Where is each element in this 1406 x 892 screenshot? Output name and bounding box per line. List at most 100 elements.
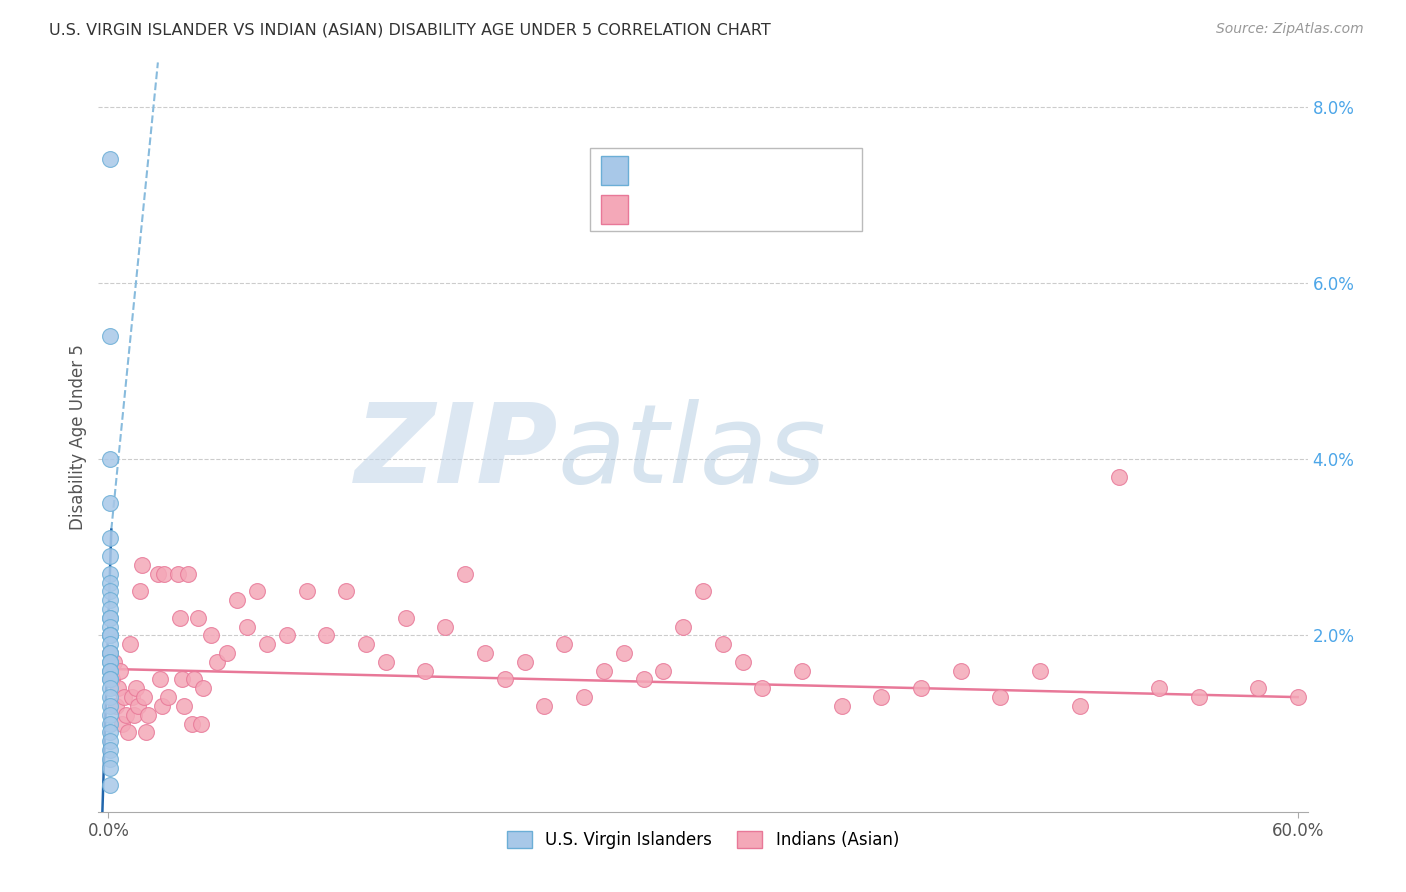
Point	[870, 690, 893, 705]
Point	[166, 566, 188, 581]
Point	[98, 734, 121, 748]
Point	[98, 761, 121, 775]
Point	[217, 646, 239, 660]
Point	[98, 452, 121, 467]
Point	[98, 619, 121, 633]
Point	[98, 602, 121, 616]
Text: R =  0.332   N = 37: R = 0.332 N = 37	[641, 161, 848, 179]
Point	[98, 655, 121, 669]
Point	[613, 646, 636, 660]
Point	[295, 584, 318, 599]
Point	[98, 532, 121, 546]
Point	[98, 716, 121, 731]
Point	[335, 584, 357, 599]
Point	[98, 707, 121, 722]
Point	[153, 566, 176, 581]
Point	[572, 690, 595, 705]
Point	[415, 664, 437, 678]
Point	[98, 628, 121, 642]
Point	[98, 698, 121, 713]
Point	[117, 725, 139, 739]
Text: Source: ZipAtlas.com: Source: ZipAtlas.com	[1216, 22, 1364, 37]
Point	[122, 707, 145, 722]
Point	[101, 673, 124, 687]
Point	[146, 566, 169, 581]
Point	[751, 681, 773, 696]
Point	[256, 637, 278, 651]
Point	[150, 698, 173, 713]
Point	[949, 664, 972, 678]
Point	[711, 637, 734, 651]
Point	[513, 655, 536, 669]
Point	[98, 328, 121, 343]
Point	[633, 673, 655, 687]
Point	[98, 673, 121, 687]
Point	[193, 681, 215, 696]
Point	[474, 646, 496, 660]
Point	[533, 698, 555, 713]
Point	[1069, 698, 1091, 713]
Point	[129, 584, 152, 599]
Point	[120, 637, 142, 651]
Point	[553, 637, 575, 651]
Point	[98, 496, 121, 510]
Point	[176, 566, 198, 581]
Point	[170, 673, 193, 687]
Point	[434, 619, 457, 633]
Point	[692, 584, 714, 599]
Point	[180, 716, 202, 731]
Point	[98, 664, 121, 678]
Point	[121, 690, 143, 705]
Y-axis label: Disability Age Under 5: Disability Age Under 5	[69, 344, 87, 530]
Point	[1147, 681, 1170, 696]
Point	[125, 681, 148, 696]
Point	[790, 664, 813, 678]
Point	[112, 690, 135, 705]
Point	[395, 611, 418, 625]
Point	[98, 153, 121, 167]
Point	[98, 673, 121, 687]
Point	[98, 575, 121, 590]
Point	[98, 611, 121, 625]
Point	[186, 611, 208, 625]
Point	[98, 611, 121, 625]
Point	[135, 725, 157, 739]
Point	[111, 716, 134, 731]
Point	[910, 681, 932, 696]
Text: ZIP: ZIP	[354, 399, 558, 506]
Point	[98, 681, 121, 696]
Point	[169, 611, 191, 625]
Point	[156, 690, 179, 705]
Point	[103, 655, 125, 669]
Point	[183, 673, 205, 687]
Point	[98, 549, 121, 563]
Bar	[600, 195, 628, 224]
Point	[98, 690, 121, 705]
Point	[131, 558, 153, 572]
Point	[173, 698, 195, 713]
Point	[207, 655, 229, 669]
Point	[1108, 469, 1130, 483]
Point	[315, 628, 337, 642]
Point	[127, 698, 149, 713]
Point	[132, 690, 155, 705]
Bar	[600, 156, 628, 186]
Point	[1247, 681, 1270, 696]
Point	[98, 584, 121, 599]
Point	[246, 584, 269, 599]
Point	[494, 673, 516, 687]
Point	[731, 655, 754, 669]
Point	[105, 698, 128, 713]
FancyBboxPatch shape	[591, 148, 862, 231]
Point	[98, 725, 121, 739]
Point	[200, 628, 222, 642]
Point	[226, 593, 249, 607]
Point	[98, 566, 121, 581]
Point	[236, 619, 259, 633]
Point	[1286, 690, 1309, 705]
Point	[98, 646, 121, 660]
Point	[149, 673, 172, 687]
Text: atlas: atlas	[558, 399, 827, 506]
Point	[276, 628, 298, 642]
Point	[1029, 664, 1052, 678]
